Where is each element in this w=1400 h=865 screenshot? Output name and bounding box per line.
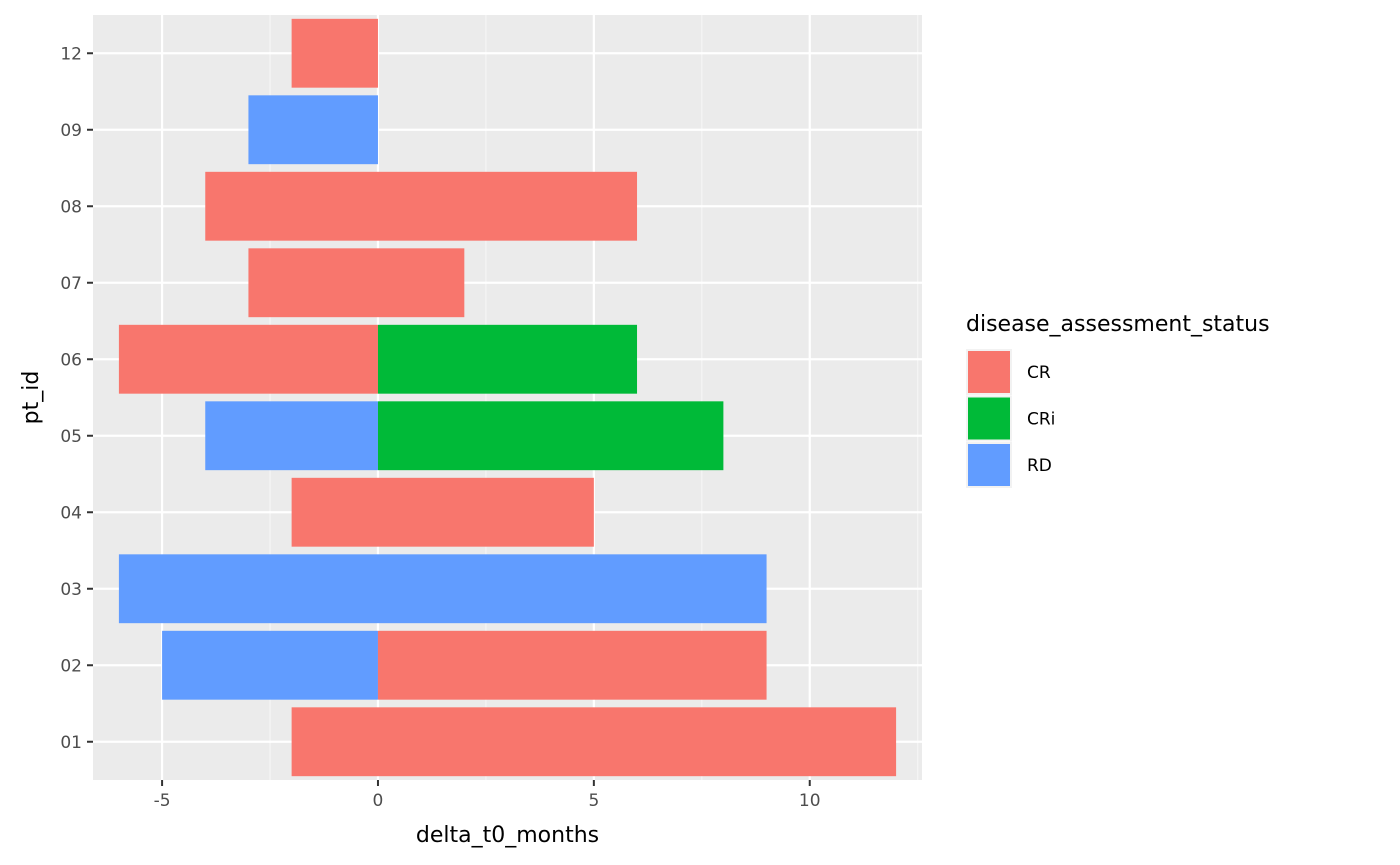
bar-segment-06-cri	[377, 324, 638, 394]
y-axis-title: pt_id	[19, 371, 44, 425]
legend-label-cri: CRi	[1027, 410, 1055, 430]
y-tick-label: 09	[60, 121, 82, 141]
bar-segment-03-rd	[118, 554, 767, 624]
y-tick-label: 01	[60, 733, 82, 753]
legend: disease_assessment_status CR CRi RD	[966, 312, 1270, 488]
y-tick-label: 02	[60, 656, 82, 676]
legend-swatch-cri	[968, 397, 1010, 440]
y-tick-label: 03	[60, 580, 82, 600]
y-tick-label: 12	[60, 44, 82, 64]
x-tick-label: -5	[154, 791, 171, 811]
bar-segment-04-cr	[291, 477, 594, 547]
bar-segment-02-rd	[162, 630, 378, 700]
x-tick-label: 10	[799, 791, 821, 811]
y-tick-label: 04	[60, 503, 82, 523]
bar-segment-12-cr	[291, 18, 378, 88]
y-tick-label: 06	[60, 350, 82, 370]
legend-title: disease_assessment_status	[966, 312, 1270, 337]
y-tick-label: 07	[60, 274, 82, 294]
x-tick-label: 5	[588, 791, 599, 811]
legend-swatch-cr	[968, 351, 1010, 393]
legend-swatch-rd	[968, 444, 1010, 486]
bar-segment-05-cri	[377, 401, 724, 471]
bar-segment-08-cr	[205, 171, 638, 241]
y-tick-label: 08	[60, 197, 82, 217]
bar-segment-06-cr	[118, 324, 378, 394]
x-tick-label: 0	[373, 791, 384, 811]
y-axis: 01 02 03 04 05 06 07 08 09 12	[60, 44, 93, 753]
bar-segment-05-rd	[205, 401, 378, 471]
bar-segment-07-cr	[248, 248, 465, 318]
bar-segment-01-cr	[291, 707, 897, 777]
legend-label-rd: RD	[1027, 456, 1052, 476]
x-axis-title: delta_t0_months	[416, 823, 599, 848]
bar-segment-02-cr	[377, 630, 767, 700]
bar-segment-09-rd	[248, 95, 378, 165]
y-tick-label: 05	[60, 427, 82, 447]
legend-label-cr: CR	[1027, 363, 1051, 383]
x-axis: -5 0 5 10	[154, 780, 821, 811]
bars	[118, 18, 897, 777]
